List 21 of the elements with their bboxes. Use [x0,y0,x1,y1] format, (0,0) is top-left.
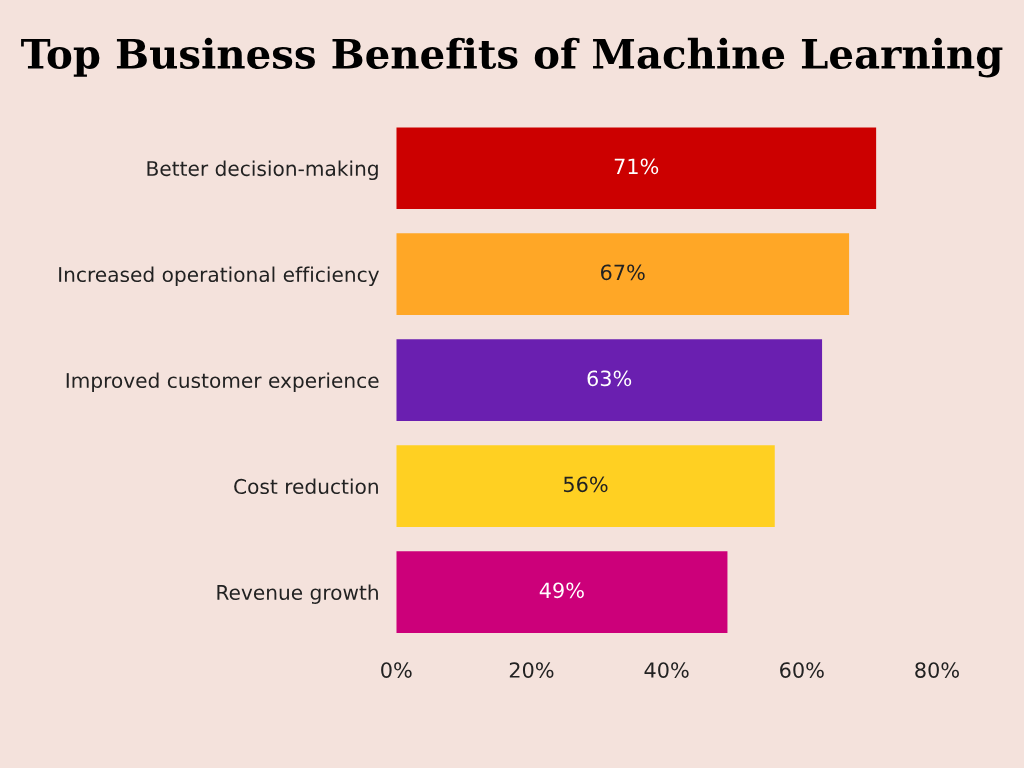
bar [396,339,823,421]
data-label: 63% [587,370,632,387]
x-tick-label: 20% [509,662,554,678]
data-label: 56% [563,476,608,493]
y-tick-label: Better decision-making [147,160,378,181]
bar [396,445,775,527]
y-tick-label: Improved customer experience [66,372,379,392]
x-tick-label: 80% [915,662,959,678]
x-tick-label: 60% [780,662,824,678]
data-label: 71% [614,158,659,175]
y-tick-label: Increased operational efficiency [59,266,380,287]
chart-title: Top Business Benefits of Machine Learning [21,37,1003,78]
x-tick-label: 0% [381,662,412,678]
bar [396,127,877,209]
y-tick-label: Revenue growth [217,584,378,604]
data-label: 67% [601,264,645,281]
bar [396,551,728,633]
bar [396,233,850,315]
y-tick-label: Cost reduction [234,478,378,495]
data-label: 49% [539,582,584,599]
x-tick-label: 40% [644,662,689,678]
